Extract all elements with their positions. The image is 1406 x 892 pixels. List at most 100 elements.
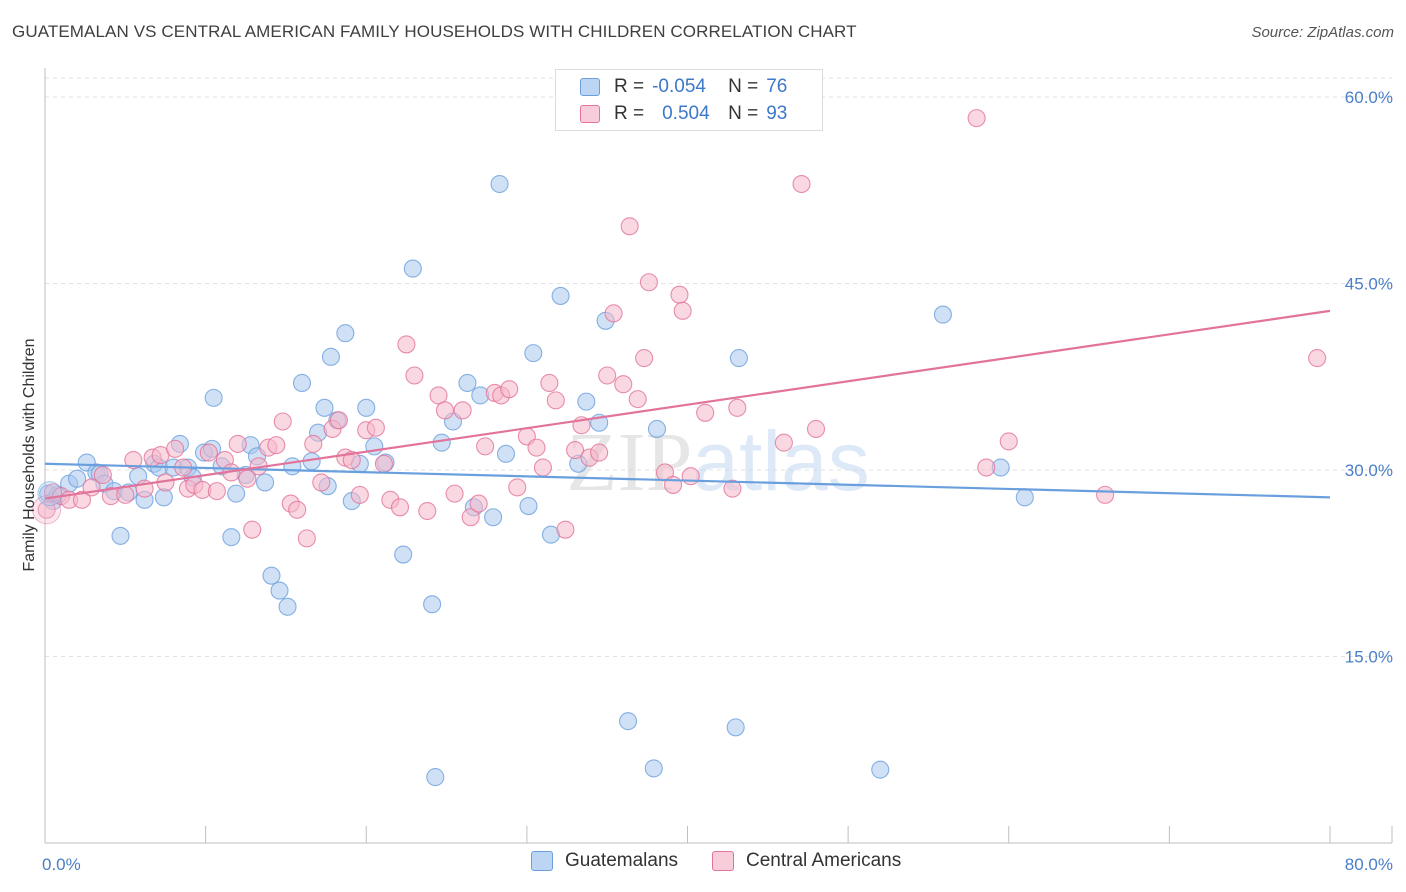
data-point [647, 419, 667, 439]
data-point [729, 349, 748, 368]
data-point [357, 398, 376, 417]
data-point [670, 285, 689, 304]
legend-row-central-americans: R = 0.504 N = 93 [580, 101, 787, 127]
y-tick-label: 45.0% [1345, 275, 1393, 294]
data-point [111, 526, 130, 545]
data-point [673, 301, 692, 320]
data-point [508, 478, 527, 497]
data-point [540, 373, 559, 393]
data-point [267, 436, 286, 455]
data-point [166, 439, 185, 458]
trend-lines [44, 309, 1331, 500]
data-point [1308, 349, 1327, 368]
data-point [304, 434, 323, 453]
data-point [207, 482, 226, 501]
r-value: -0.054 [652, 76, 706, 97]
data-point [418, 501, 437, 521]
data-point [227, 484, 246, 503]
data-point [524, 344, 543, 363]
data-point [598, 366, 617, 385]
legend-item-guatemalans[interactable]: Guatemalans [531, 850, 678, 872]
legend-item-central-americans[interactable]: Central Americans [712, 850, 901, 872]
n-value: 76 [766, 76, 788, 97]
data-point [577, 392, 596, 411]
data-point [635, 349, 654, 368]
data-point [469, 494, 488, 513]
data-point [551, 286, 570, 305]
data-point [977, 458, 996, 477]
r-value: 0.504 [662, 103, 710, 124]
axes: 15.0% 30.0% 45.0% 60.0% 0.0% 80.0% [42, 68, 1393, 874]
data-point [723, 479, 742, 498]
data-point [806, 419, 826, 439]
series-legend: Guatemalans Central Americans [0, 850, 1406, 878]
data-point [458, 373, 477, 393]
data-point [124, 451, 143, 470]
data-point [490, 174, 509, 194]
legend-row-guatemalans: R = -0.054 N = 76 [580, 74, 787, 100]
n-label: N = [728, 103, 759, 124]
legend-swatch-pink [580, 105, 600, 123]
data-point [256, 473, 275, 492]
data-point [283, 457, 302, 476]
data-point [37, 481, 63, 507]
x-tick-label: 80.0% [1345, 855, 1393, 874]
data-point [527, 438, 546, 457]
data-point [222, 528, 241, 547]
data-point [496, 444, 516, 463]
data-point [116, 485, 135, 504]
data-point [390, 498, 410, 517]
trend-line-central-americans [44, 309, 1331, 500]
data-point [394, 545, 413, 564]
data-point [426, 768, 445, 787]
data-point [270, 581, 289, 600]
data-point [590, 443, 609, 462]
data-point [68, 469, 87, 488]
y-tick-label: 30.0% [1345, 461, 1393, 480]
data-point [774, 433, 793, 452]
data-point [32, 495, 62, 525]
legend-swatch-pink [712, 851, 734, 871]
data-point [999, 432, 1018, 451]
data-point [238, 469, 257, 488]
data-point [329, 411, 348, 430]
data-point [288, 500, 307, 519]
data-point [484, 508, 503, 527]
legend-swatch-blue [580, 78, 600, 96]
data-point [696, 403, 715, 422]
chart-title: GUATEMALAN VS CENTRAL AMERICAN FAMILY HO… [12, 22, 857, 41]
data-point [644, 759, 663, 778]
y-tick-label: 60.0% [1345, 88, 1393, 107]
data-point [243, 520, 262, 539]
data-point [461, 508, 480, 527]
grid-lines [45, 77, 1392, 657]
data-point [292, 373, 312, 393]
data-point [273, 412, 292, 431]
data-point [342, 451, 361, 470]
data-point [556, 520, 575, 539]
data-point [728, 398, 747, 417]
trend-line-guatemalans [44, 462, 1331, 499]
legend-label-central-americans: Central Americans [746, 850, 902, 871]
data-point [792, 174, 811, 194]
data-point [297, 529, 316, 548]
data-point [1096, 485, 1115, 504]
data-point [519, 497, 538, 516]
data-point [967, 109, 986, 128]
data-point [199, 443, 218, 462]
source-label: Source: ZipAtlas.com [1251, 24, 1394, 41]
data-point [871, 760, 890, 779]
data-point [315, 398, 334, 417]
data-point [336, 324, 355, 343]
data-point [533, 458, 552, 477]
data-point [432, 433, 451, 452]
data-point [445, 484, 464, 503]
data-point [350, 485, 369, 504]
data-point [374, 454, 393, 473]
r-label: R = [614, 103, 645, 124]
n-label: N = [728, 76, 759, 97]
data-point [500, 380, 519, 399]
data-point [726, 718, 745, 737]
data-point [614, 375, 633, 394]
